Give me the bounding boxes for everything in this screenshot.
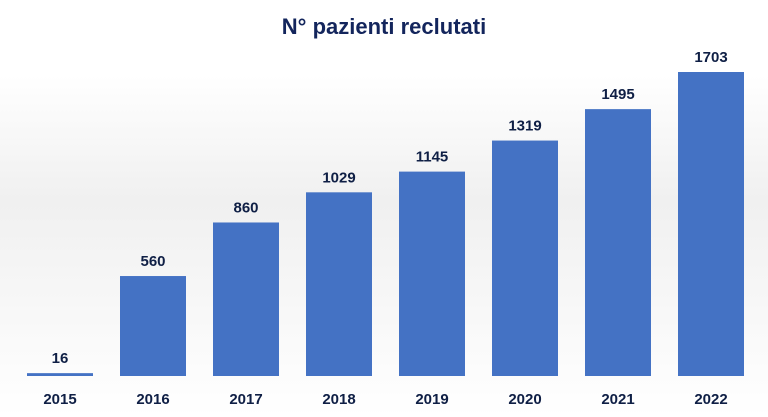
value-label-2022: 1703 xyxy=(694,49,727,66)
bar-2021 xyxy=(585,109,651,377)
value-label-2015: 16 xyxy=(52,350,69,367)
x-tick-label-2019: 2019 xyxy=(415,391,448,408)
x-tick-label-2015: 2015 xyxy=(43,391,76,408)
x-tick-label-2022: 2022 xyxy=(694,391,727,408)
x-tick-label-2021: 2021 xyxy=(601,391,634,408)
x-tick-label-2016: 2016 xyxy=(136,391,169,408)
value-label-2017: 860 xyxy=(233,199,258,216)
x-tick-label-2018: 2018 xyxy=(322,391,355,408)
bar-2018 xyxy=(306,192,372,376)
x-tick-label-2017: 2017 xyxy=(229,391,262,408)
value-label-2020: 1319 xyxy=(508,118,541,135)
bars-group xyxy=(27,72,744,377)
value-label-2016: 560 xyxy=(140,253,165,270)
bar-2015 xyxy=(27,373,93,376)
bar-2022 xyxy=(678,72,744,376)
value-labels-group: 16 560 860 1029 1145 1319 1495 1703 xyxy=(52,49,728,367)
value-label-2018: 1029 xyxy=(322,169,355,186)
x-tick-label-2020: 2020 xyxy=(508,391,541,408)
chart-title: N° pazienti reclutati xyxy=(282,14,486,39)
bar-2017 xyxy=(213,222,279,376)
x-tick-labels-group: 2015 2016 2017 2018 2019 2020 2021 2022 xyxy=(43,391,727,408)
bar-2020 xyxy=(492,140,558,376)
value-label-2021: 1495 xyxy=(601,86,634,103)
bar-2016 xyxy=(120,276,186,376)
value-label-2019: 1145 xyxy=(416,149,449,166)
bar-2019 xyxy=(399,171,465,376)
